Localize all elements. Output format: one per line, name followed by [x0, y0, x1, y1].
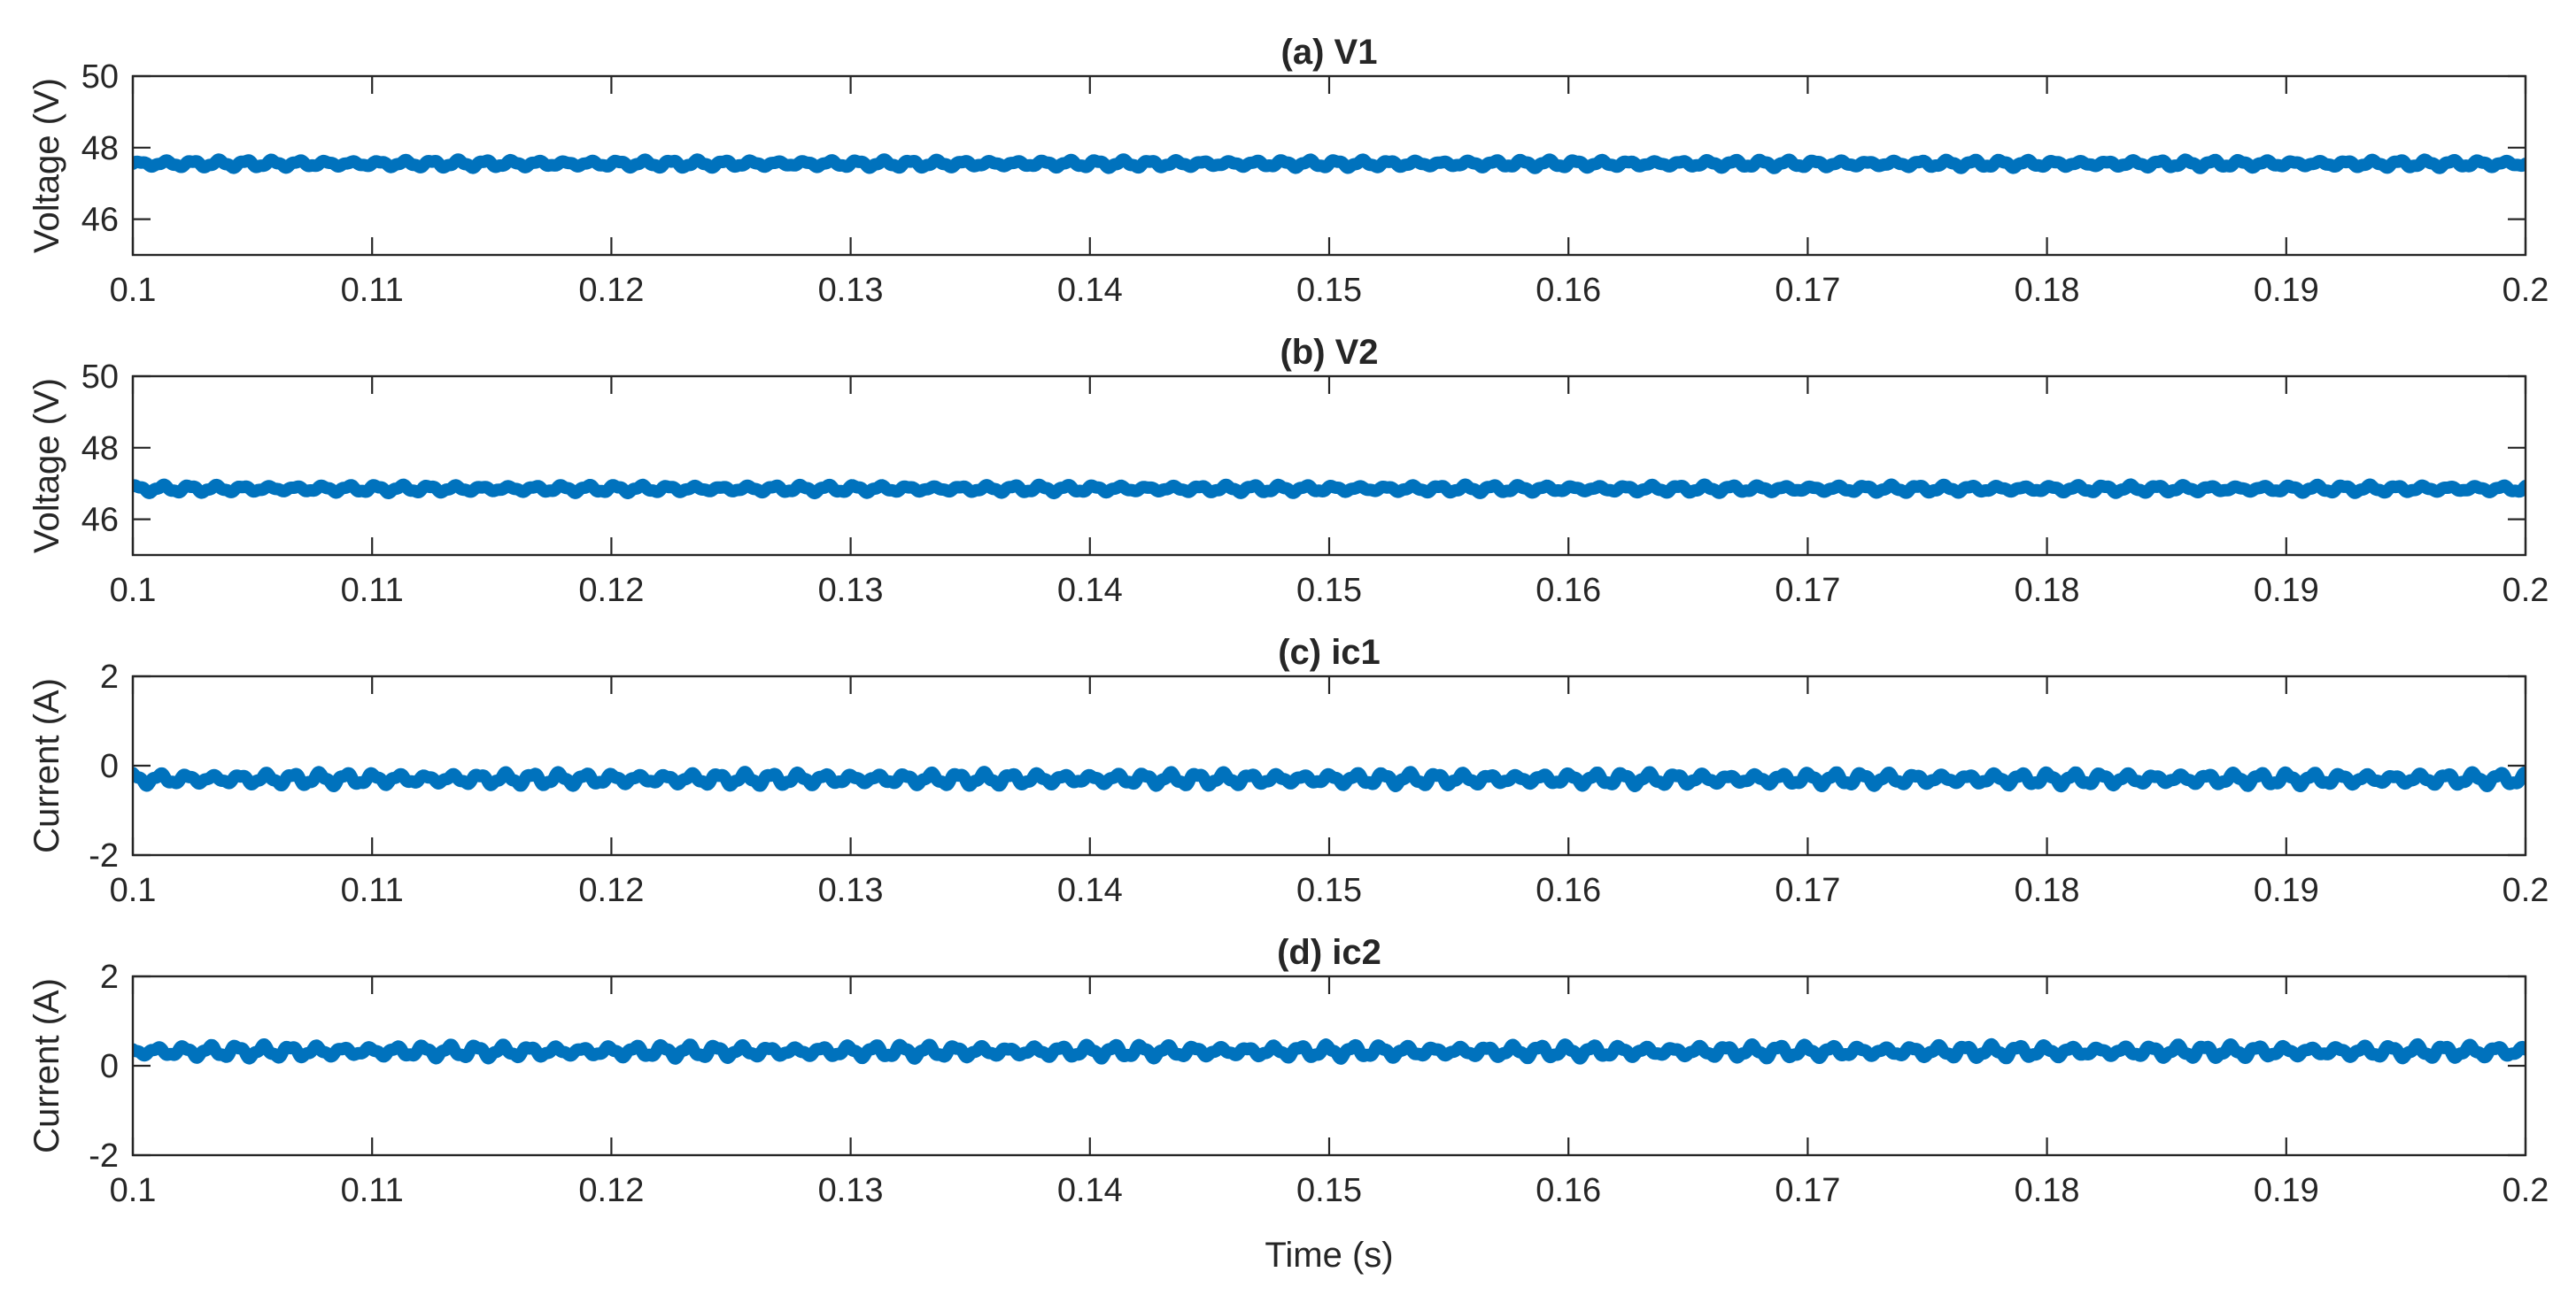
axes-frame: [131, 675, 2527, 857]
y-tick-label: 50: [81, 359, 119, 396]
panel-title: (a) V1: [1281, 33, 1378, 72]
x-tick-label: 0.17: [1775, 572, 1840, 609]
y-axis-label: Current (A): [27, 978, 66, 1153]
x-tick-label: 0.14: [1057, 572, 1123, 609]
x-tick-label: 0.17: [1775, 272, 1840, 309]
x-tick-label: 0.14: [1057, 1172, 1123, 1209]
y-axis-label: Current (A): [27, 678, 66, 853]
axes-frame: [131, 374, 2527, 557]
panel-title: (c) ic1: [1278, 633, 1381, 672]
panel-2: 0.1 0.11 0.12 0.13 0.14 0.15 0.16 0.17 0.18 0.19 0…: [27, 333, 2549, 609]
x-tick-label: 0.12: [578, 272, 644, 309]
x-tick-label: 0.15: [1296, 1172, 1362, 1209]
x-tick-label: 0.18: [2015, 872, 2080, 909]
x-tick-label: 0.15: [1296, 572, 1362, 609]
x-tick-label: 0.18: [2015, 572, 2080, 609]
panel-title: (d) ic2: [1277, 933, 1381, 972]
x-tick-label: 0.16: [1536, 572, 1601, 609]
y-axis-label: Voltage (V): [27, 78, 66, 253]
y-tick-label: 48: [81, 430, 119, 467]
x-tick-label: 0.13: [818, 572, 884, 609]
x-tick-label: 0.19: [2254, 872, 2319, 909]
y-tick-label: 48: [81, 130, 119, 167]
panel-title: (b) V2: [1280, 333, 1378, 372]
y-tick-label: 50: [81, 58, 119, 96]
x-tick-label: 0.17: [1775, 872, 1840, 909]
x-tick-label: 0.13: [818, 272, 884, 309]
x-tick-label: 0.1: [110, 1172, 157, 1209]
x-tick-label: 0.19: [2254, 1172, 2319, 1209]
y-tick-label: -2: [89, 1137, 119, 1175]
x-tick-label: 0.16: [1536, 272, 1601, 309]
x-tick-label: 0.2: [2503, 572, 2549, 609]
x-tick-label: 0.16: [1536, 872, 1601, 909]
y-tick-label: 2: [100, 659, 119, 696]
x-tick-label: 0.12: [578, 872, 644, 909]
x-tick-label: 0.11: [341, 272, 404, 309]
y-tick-label: 46: [81, 502, 119, 539]
axes-frame: [131, 975, 2527, 1157]
x-tick-label: 0.16: [1536, 1172, 1601, 1209]
y-tick-label: 2: [100, 959, 119, 996]
panel-4: 0.1 0.11 0.12 0.13 0.14 0.15 0.16 0.17 0.18 0.19 0…: [27, 933, 2549, 1275]
panel-3: 0.1 0.11 0.12 0.13 0.14 0.15 0.16 0.17 0.18 0.19 0…: [27, 633, 2549, 909]
y-tick-label: 0: [100, 748, 119, 785]
series-line-2-1: [133, 478, 2526, 500]
series-line-4-1: [133, 1037, 2526, 1065]
series-line-1-1: [133, 153, 2526, 174]
x-tick-label: 0.11: [341, 572, 404, 609]
x-axis-label: Time (s): [1265, 1236, 1393, 1275]
x-tick-label: 0.1: [110, 572, 157, 609]
x-tick-label: 0.18: [2015, 272, 2080, 309]
x-tick-label: 0.1: [110, 272, 157, 309]
series-line-3-1: [133, 766, 2526, 793]
x-tick-label: 0.14: [1057, 872, 1123, 909]
x-tick-label: 0.11: [341, 872, 404, 909]
x-tick-label: 0.2: [2503, 272, 2549, 309]
y-tick-label: 0: [100, 1048, 119, 1085]
x-tick-label: 0.12: [578, 572, 644, 609]
x-tick-label: 0.14: [1057, 272, 1123, 309]
x-tick-label: 0.11: [341, 1172, 404, 1209]
x-tick-label: 0.12: [578, 1172, 644, 1209]
x-tick-label: 0.17: [1775, 1172, 1840, 1209]
x-tick-label: 0.2: [2503, 872, 2549, 909]
x-tick-label: 0.15: [1296, 272, 1362, 309]
x-tick-label: 0.19: [2254, 572, 2319, 609]
x-tick-label: 0.13: [818, 1172, 884, 1209]
y-axis-label: Voltage (V): [27, 378, 66, 553]
x-tick-label: 0.2: [2503, 1172, 2549, 1209]
y-tick-label: -2: [89, 837, 119, 875]
panel-1: 0.1 0.11 0.12 0.13 0.14 0.15 0.16 0.17 0.18 0.19 0…: [27, 33, 2549, 309]
x-tick-label: 0.13: [818, 872, 884, 909]
y-tick-label: 46: [81, 202, 119, 239]
x-tick-label: 0.1: [110, 872, 157, 909]
x-tick-label: 0.15: [1296, 872, 1362, 909]
x-tick-label: 0.19: [2254, 272, 2319, 309]
x-tick-label: 0.18: [2015, 1172, 2080, 1209]
